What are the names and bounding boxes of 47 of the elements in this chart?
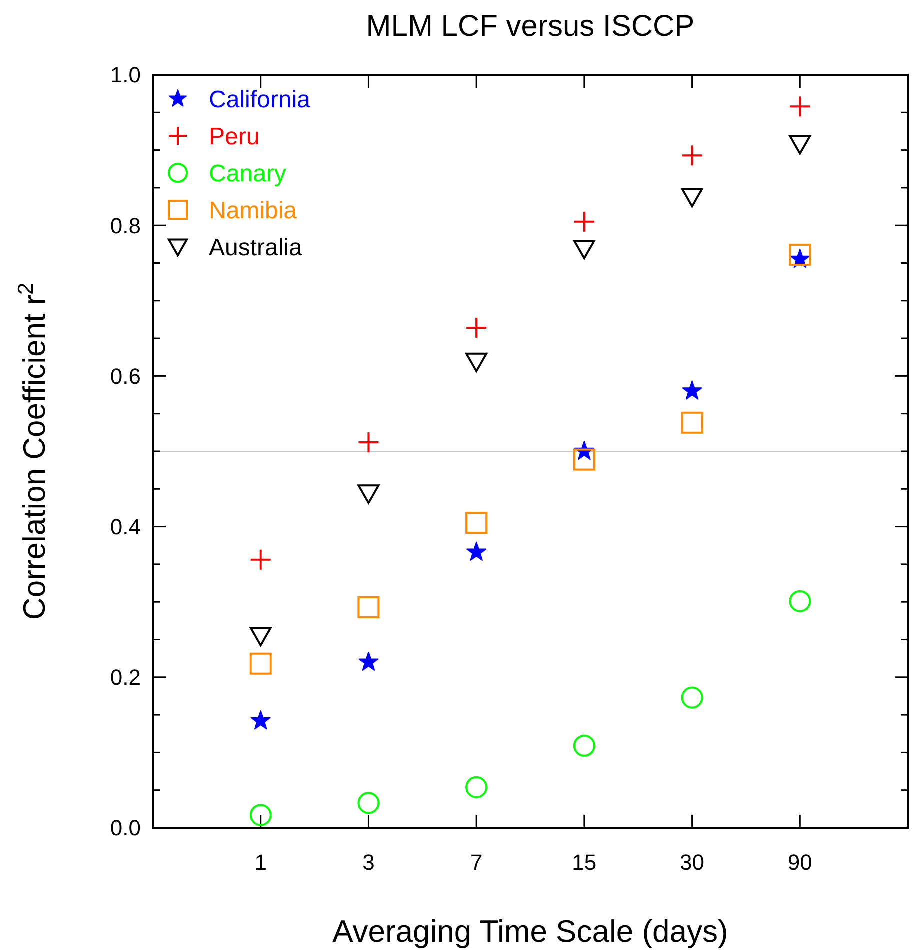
legend-label: Canary <box>209 160 286 188</box>
x-tick-label: 30 <box>680 850 705 875</box>
point <box>682 380 702 400</box>
point <box>358 652 379 671</box>
y-tick-label: 0.0 <box>110 816 141 841</box>
legend-label: California <box>209 86 312 114</box>
x-axis-title: Averaging Time Scale (days) <box>332 914 728 949</box>
point <box>466 512 488 534</box>
x-tick-label: 3 <box>362 850 375 875</box>
y-tick-label: 0.4 <box>110 514 141 540</box>
point <box>250 804 272 826</box>
x-tick-label: 90 <box>788 850 812 875</box>
point <box>250 550 271 570</box>
x-tick-label: 1 <box>254 850 267 875</box>
point <box>358 432 379 452</box>
y-tick-label: 0.8 <box>110 213 141 238</box>
y-tick-label: 0.6 <box>110 364 141 389</box>
point <box>358 596 380 618</box>
point <box>789 244 812 266</box>
point <box>681 686 704 709</box>
legend-label: Australia <box>209 234 304 262</box>
point <box>466 542 487 561</box>
point <box>466 318 487 338</box>
legend-label: Peru <box>209 123 260 150</box>
point <box>573 448 596 471</box>
point <box>250 652 272 675</box>
legend-label: Namibia <box>209 197 298 224</box>
point <box>466 352 488 372</box>
chart-title: MLM LCF versus ISCCP <box>366 10 695 43</box>
point <box>574 212 594 232</box>
point <box>250 626 272 646</box>
point <box>358 792 380 814</box>
y-tick-label: 1.0 <box>110 62 141 88</box>
point <box>358 484 380 504</box>
point <box>250 710 271 730</box>
point <box>466 776 488 798</box>
point <box>681 188 704 208</box>
point <box>789 135 812 155</box>
point <box>573 240 596 260</box>
y-tick-label: 0.2 <box>110 665 141 690</box>
point <box>682 146 702 166</box>
point <box>789 590 812 612</box>
point <box>790 96 810 117</box>
x-tick-label: 15 <box>572 850 597 875</box>
point <box>681 412 704 434</box>
point <box>573 734 596 757</box>
x-tick-label: 7 <box>470 850 483 875</box>
